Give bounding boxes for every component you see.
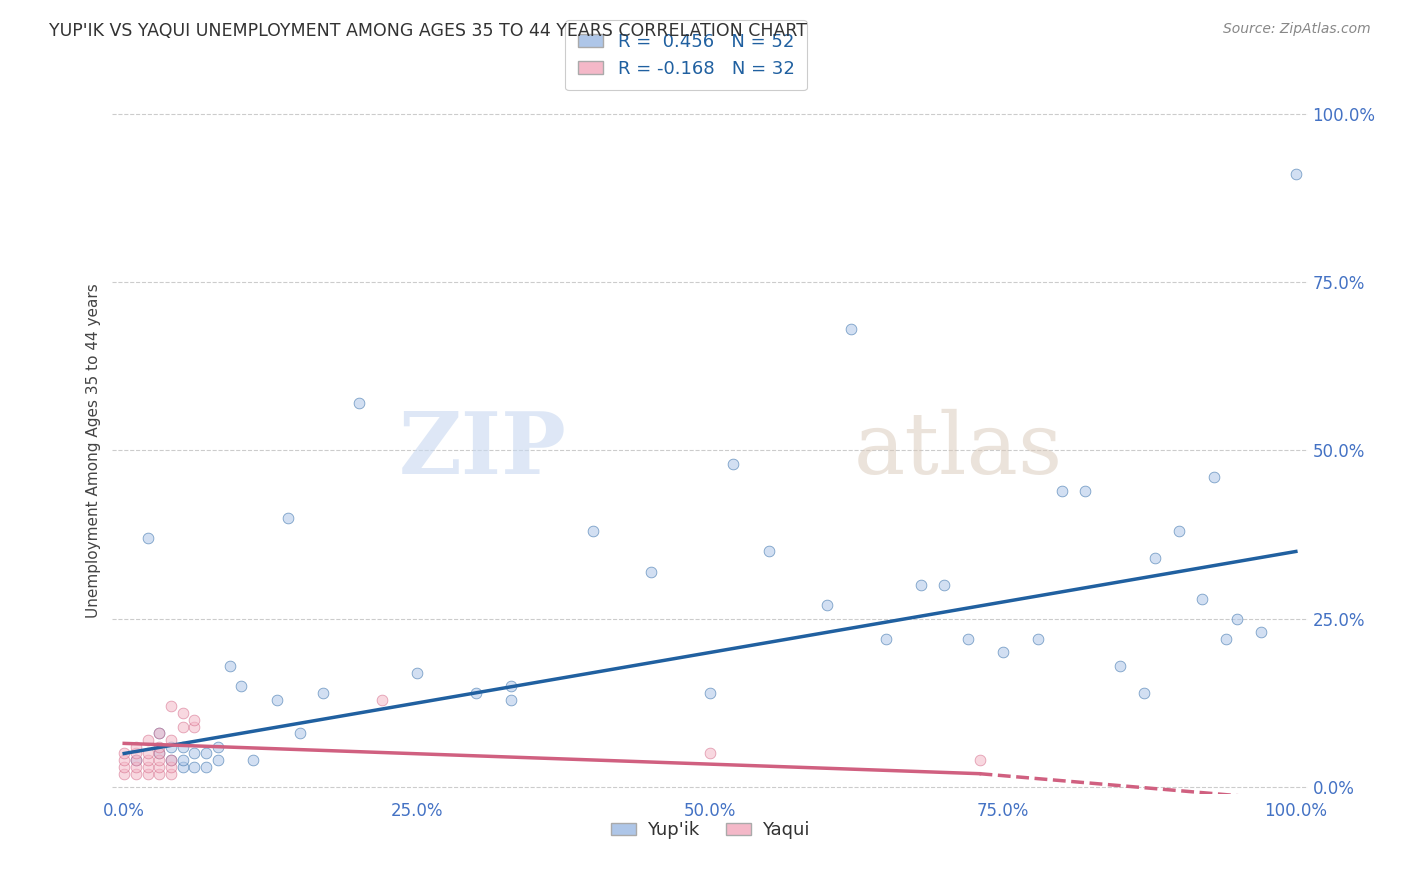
Point bbox=[148, 726, 170, 740]
Point bbox=[582, 524, 605, 539]
Point bbox=[499, 692, 522, 706]
Point bbox=[136, 733, 159, 747]
Text: atlas: atlas bbox=[853, 409, 1063, 492]
Point bbox=[277, 510, 299, 524]
Point bbox=[1144, 551, 1167, 566]
Text: ZIP: ZIP bbox=[399, 409, 567, 492]
Point bbox=[723, 457, 745, 471]
Point bbox=[160, 739, 183, 754]
Point bbox=[136, 766, 159, 780]
Point bbox=[1202, 470, 1225, 484]
Point bbox=[1250, 625, 1272, 640]
Point bbox=[172, 739, 194, 754]
Point bbox=[112, 747, 135, 761]
Point bbox=[112, 753, 135, 767]
Point bbox=[112, 766, 135, 780]
Point bbox=[288, 726, 311, 740]
Point bbox=[910, 578, 932, 592]
Point bbox=[125, 766, 148, 780]
Point bbox=[148, 760, 170, 774]
Point bbox=[1285, 167, 1308, 181]
Point bbox=[160, 760, 183, 774]
Point bbox=[1167, 524, 1189, 539]
Point bbox=[136, 747, 159, 761]
Point bbox=[1050, 483, 1073, 498]
Point bbox=[1026, 632, 1049, 646]
Point bbox=[172, 706, 194, 720]
Point bbox=[371, 692, 394, 706]
Point bbox=[195, 760, 218, 774]
Point bbox=[231, 679, 253, 693]
Point bbox=[183, 713, 205, 727]
Point bbox=[934, 578, 956, 592]
Point bbox=[406, 665, 429, 680]
Text: YUP'IK VS YAQUI UNEMPLOYMENT AMONG AGES 35 TO 44 YEARS CORRELATION CHART: YUP'IK VS YAQUI UNEMPLOYMENT AMONG AGES … bbox=[49, 22, 807, 40]
Point bbox=[1191, 591, 1213, 606]
Point bbox=[207, 753, 229, 767]
Point bbox=[266, 692, 288, 706]
Y-axis label: Unemployment Among Ages 35 to 44 years: Unemployment Among Ages 35 to 44 years bbox=[86, 283, 101, 618]
Point bbox=[172, 760, 194, 774]
Point bbox=[699, 747, 721, 761]
Point bbox=[148, 726, 170, 740]
Point bbox=[1226, 612, 1249, 626]
Point bbox=[699, 686, 721, 700]
Point bbox=[1132, 686, 1154, 700]
Point bbox=[136, 760, 159, 774]
Point bbox=[218, 659, 240, 673]
Point bbox=[125, 739, 148, 754]
Point bbox=[148, 753, 170, 767]
Point bbox=[160, 766, 183, 780]
Point bbox=[183, 747, 205, 761]
Point bbox=[1215, 632, 1237, 646]
Point bbox=[160, 699, 183, 714]
Point bbox=[758, 544, 780, 558]
Point bbox=[312, 686, 335, 700]
Point bbox=[160, 753, 183, 767]
Point bbox=[148, 747, 170, 761]
Point bbox=[136, 531, 159, 545]
Point bbox=[499, 679, 522, 693]
Point bbox=[195, 747, 218, 761]
Point bbox=[160, 733, 183, 747]
Point bbox=[125, 753, 148, 767]
Point bbox=[242, 753, 264, 767]
Point bbox=[183, 720, 205, 734]
Point bbox=[172, 720, 194, 734]
Point bbox=[160, 753, 183, 767]
Legend: Yup'ik, Yaqui: Yup'ik, Yaqui bbox=[603, 814, 817, 847]
Point bbox=[875, 632, 897, 646]
Point bbox=[815, 599, 838, 613]
Point bbox=[148, 739, 170, 754]
Point bbox=[1074, 483, 1097, 498]
Text: Source: ZipAtlas.com: Source: ZipAtlas.com bbox=[1223, 22, 1371, 37]
Point bbox=[148, 747, 170, 761]
Point bbox=[148, 766, 170, 780]
Point bbox=[136, 753, 159, 767]
Point bbox=[112, 760, 135, 774]
Point bbox=[207, 739, 229, 754]
Point bbox=[969, 753, 991, 767]
Point bbox=[172, 753, 194, 767]
Point bbox=[956, 632, 979, 646]
Point bbox=[464, 686, 486, 700]
Point bbox=[991, 645, 1014, 659]
Point bbox=[839, 322, 862, 336]
Point bbox=[640, 565, 662, 579]
Point bbox=[125, 753, 148, 767]
Point bbox=[183, 760, 205, 774]
Point bbox=[1109, 659, 1132, 673]
Point bbox=[347, 396, 370, 410]
Point bbox=[125, 760, 148, 774]
Point bbox=[125, 747, 148, 761]
